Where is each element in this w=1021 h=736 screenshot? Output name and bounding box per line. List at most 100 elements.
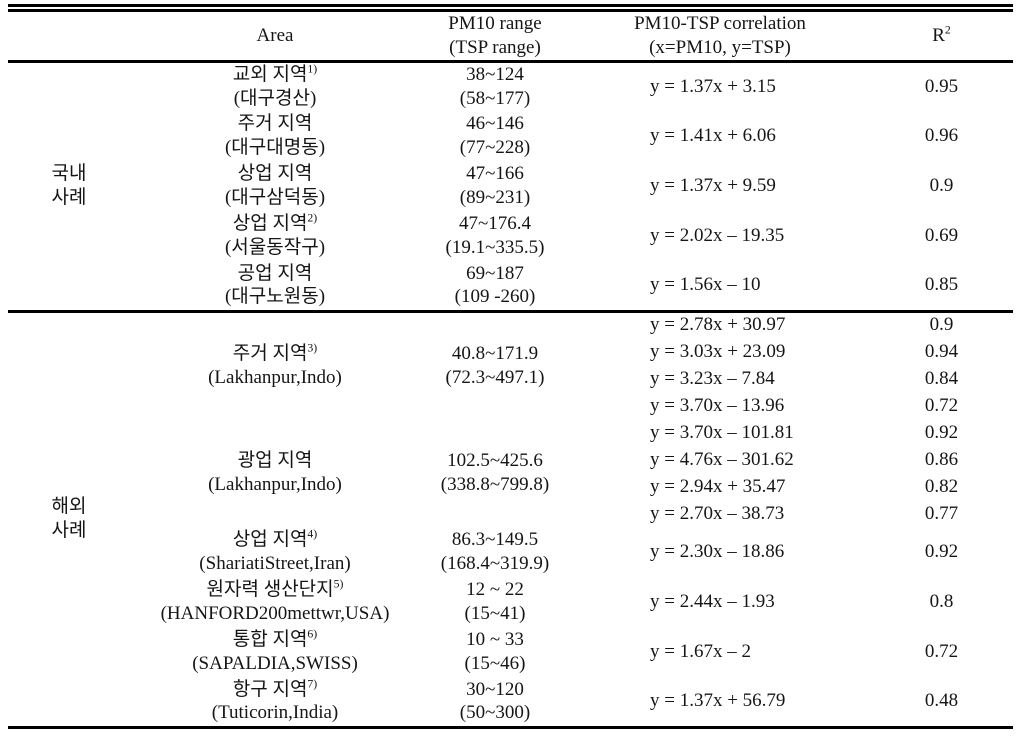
area-name: 상업 지역: [232, 529, 308, 551]
r2-value-cell: 0.92: [924, 421, 959, 443]
footnote-marker: 7): [307, 677, 318, 691]
correlation-table: Area PM10 range (TSP range) PM10-TSP cor…: [8, 4, 1013, 729]
footnote-marker: 3): [307, 341, 318, 355]
area-name: 원자력 생산단지: [206, 579, 334, 601]
table-row: y = 3.70x – 13.96 0.72: [8, 392, 1013, 419]
table-row: 국내 사례 교외 지역1) (대구경산) 38~124 (58~177) y = 1.37x…: [8, 61, 1013, 208]
equation-cell: y = 1.67x – 2: [650, 641, 751, 663]
header-correlation-line2: (x=PM10, y=TSP): [649, 36, 791, 58]
area-name-line: 상업 지역2): [130, 212, 420, 236]
table-row: 해외 사례 주거 지역3) (Lakhanpur,Indo) 40.8~171.9 (72…: [8, 311, 1013, 541]
r2-value-cell: 0.8: [929, 591, 954, 613]
tsp-range-value: (109 -260): [454, 286, 536, 308]
r2-value-cell: 0.94: [924, 340, 959, 362]
pm10-range-value: 30~120: [466, 678, 524, 700]
pm10-range-value: 12 ~ 22: [466, 579, 524, 601]
r2-value-cell: 0.86: [924, 448, 959, 470]
equation-cell: y = 3.70x – 101.81: [650, 421, 794, 443]
area-name-line: 주거 지역: [130, 112, 420, 136]
area-name: 항구 지역: [232, 678, 308, 700]
equation-cell: y = 1.37x + 9.59: [650, 175, 776, 197]
area-name-line: 상업 지역: [130, 162, 420, 186]
range-cell: 102.5~425.6 (338.8~799.8): [420, 419, 570, 527]
r2-value-cell: 0.92: [924, 541, 959, 563]
group-label: 국내: [51, 163, 87, 185]
table-row: 상업 지역2) (서울동작구) 47~176.4 (19.1~335.5) y = 2.…: [8, 211, 1013, 261]
area-name-line: 광업 지역: [130, 449, 420, 473]
table-row: y = 2.70x – 38.73 0.77: [8, 500, 1013, 527]
area-cell: 공업 지역 (대구노원동): [130, 261, 420, 311]
table-row: 주거 지역 (대구대명동) 46~146 (77~228) y = 1.41x + 6.…: [8, 111, 1013, 161]
pm10-range-value: 46~146: [466, 113, 524, 135]
area-cell: 상업 지역2) (서울동작구): [130, 211, 420, 261]
group-cell: 해외 사례: [8, 311, 130, 727]
area-location: (ShariatiStreet,Iran): [199, 553, 351, 574]
pm10-range-value: 69~187: [466, 262, 524, 284]
footnote-marker: 6): [307, 627, 318, 641]
area-name: 교외 지역: [232, 64, 308, 85]
area-name: 공업 지역: [237, 262, 313, 284]
area-name: 광업 지역: [237, 450, 313, 472]
tsp-range-value: (89~231): [459, 187, 531, 208]
area-name-line: 통합 지역6): [130, 628, 420, 652]
header-range-cell: PM10 range (TSP range): [420, 8, 570, 61]
group-label: 사례: [51, 520, 87, 541]
range-cell: 40.8~171.9 (72.3~497.1): [420, 311, 570, 419]
table-row: 통합 지역6) (SAPALDIA,SWISS) 10 ~ 33 (15~46) y =…: [8, 627, 1013, 677]
header-correlation-cell: PM10-TSP correlation (x=PM10, y=TSP): [570, 8, 870, 61]
tsp-range-value: (77~228): [459, 137, 531, 158]
header-r2-label: R: [932, 24, 945, 46]
header-correlation-line1: PM10-TSP correlation: [634, 13, 806, 34]
r2-value-cell: 0.77: [924, 502, 959, 524]
pm10-range-value: 40.8~171.9: [451, 343, 539, 364]
range-cell: 47~166 (89~231): [420, 161, 570, 211]
pm10-range-value: 47~166: [466, 163, 524, 185]
area-name: 주거 지역: [232, 343, 308, 364]
range-cell: 86.3~149.5 (168.4~319.9): [420, 527, 570, 577]
group-cell: 국내 사례: [8, 61, 130, 311]
area-location: (대구대명동): [224, 137, 326, 158]
equation-cell: y = 3.23x – 7.84: [650, 367, 775, 389]
range-cell: 47~176.4 (19.1~335.5): [420, 211, 570, 261]
area-cell: 교외 지역1) (대구경산): [130, 61, 420, 111]
footnote-marker: 5): [333, 577, 344, 591]
area-name-line: 교외 지역1): [130, 63, 420, 87]
group-label: 해외: [51, 496, 87, 518]
tsp-range-value: (338.8~799.8): [440, 474, 550, 495]
r2-value-cell: 0.9: [929, 314, 954, 336]
range-cell: 30~120 (50~300): [420, 677, 570, 727]
table-row: y = 2.94x + 35.47 0.82: [8, 473, 1013, 500]
table-row: 공업 지역 (대구노원동) 69~187 (109 -260) y = 1.56x – …: [8, 261, 1013, 311]
equation-cell: y = 3.70x – 13.96: [650, 394, 785, 416]
range-cell: 69~187 (109 -260): [420, 261, 570, 311]
tsp-range-value: (72.3~497.1): [445, 366, 545, 388]
r2-value-cell: 0.72: [924, 641, 959, 663]
r2-value-cell: 0.9: [929, 175, 954, 197]
area-cell: 상업 지역4) (ShariatiStreet,Iran): [130, 527, 420, 577]
pm10-range-value: 47~176.4: [458, 213, 532, 235]
header-range-line2: (TSP range): [449, 36, 541, 58]
equation-cell: y = 2.78x + 30.97: [650, 314, 786, 336]
area-location: (Tuticorin,India): [211, 702, 339, 724]
area-cell: 항구 지역7) (Tuticorin,India): [130, 677, 420, 727]
header-r2-cell: R2: [870, 8, 1013, 61]
pm10-range-value: 86.3~149.5: [451, 529, 539, 551]
tsp-range-value: (15~46): [464, 653, 526, 674]
pm10-range-value: 102.5~425.6: [447, 450, 543, 472]
area-name-line: 공업 지역: [130, 262, 420, 286]
equation-cell: y = 2.94x + 35.47: [650, 475, 786, 497]
r2-value-cell: 0.48: [924, 690, 959, 712]
range-cell: 38~124 (58~177): [420, 61, 570, 111]
equation-cell: y = 2.44x – 1.93: [650, 591, 775, 613]
section-domestic: 국내 사례 교외 지역1) (대구경산) 38~124 (58~177) y = 1.37x…: [8, 61, 1013, 311]
equation-cell: y = 1.56x – 10: [650, 274, 761, 296]
table-row: y = 3.23x – 7.84 0.84: [8, 365, 1013, 392]
table-row: 원자력 생산단지5) (HANFORD200mettwr,USA) 12 ~ 22(…: [8, 577, 1013, 627]
header-row: Area PM10 range (TSP range) PM10-TSP cor…: [8, 8, 1013, 61]
range-cell: 46~146 (77~228): [420, 111, 570, 161]
area-name: 상업 지역: [232, 213, 308, 235]
area-location: (SAPALDIA,SWISS): [192, 653, 358, 674]
area-name-line: 주거 지역3): [130, 342, 420, 366]
header-range-line1: PM10 range: [448, 13, 542, 34]
